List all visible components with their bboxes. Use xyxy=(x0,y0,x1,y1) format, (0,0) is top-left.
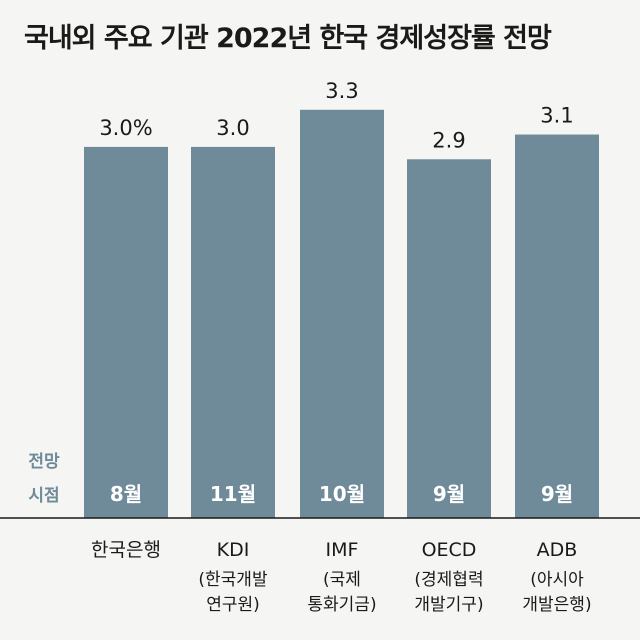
category-sublabel: (경제협력 xyxy=(414,570,483,590)
category-sublabel: 연구원) xyxy=(206,595,260,615)
forecast-month-label: 9월 xyxy=(433,482,465,506)
bar xyxy=(191,146,275,518)
value-label: 3.3 xyxy=(325,79,358,103)
category-sublabel: (한국개발 xyxy=(198,570,268,590)
bar xyxy=(407,159,491,518)
category-sublabel: 개발기구) xyxy=(414,595,483,615)
forecast-month-label: 8월 xyxy=(110,482,142,506)
category-sublabel: (국제 xyxy=(323,570,361,590)
category-label: ADB xyxy=(537,539,578,561)
value-label: 3.0% xyxy=(99,116,152,140)
category-sublabel: 통화기금) xyxy=(307,595,376,615)
forecast-month-label: 10월 xyxy=(319,482,365,506)
value-label: 2.9 xyxy=(432,128,465,152)
forecast-month-label: 9월 xyxy=(541,482,573,506)
bar xyxy=(300,109,384,518)
value-label: 3.1 xyxy=(540,104,573,128)
category-label: IMF xyxy=(326,539,359,561)
value-label: 3.0 xyxy=(216,116,249,140)
category-sublabel: (아시아 xyxy=(530,570,584,590)
category-label: KDI xyxy=(217,539,250,561)
bar xyxy=(515,134,599,518)
chart-title: 국내외 주요 기관 2022년 한국 경제성장률 전망 xyxy=(24,23,552,54)
forecast-time-caption: 전망 xyxy=(28,452,60,472)
bar xyxy=(84,146,168,518)
forecast-time-caption: 시점 xyxy=(28,486,59,506)
category-label: 한국은행 xyxy=(91,539,161,561)
category-label: OECD xyxy=(422,539,477,561)
category-sublabel: 개발은행) xyxy=(522,595,591,615)
forecast-month-label: 11월 xyxy=(210,482,256,506)
